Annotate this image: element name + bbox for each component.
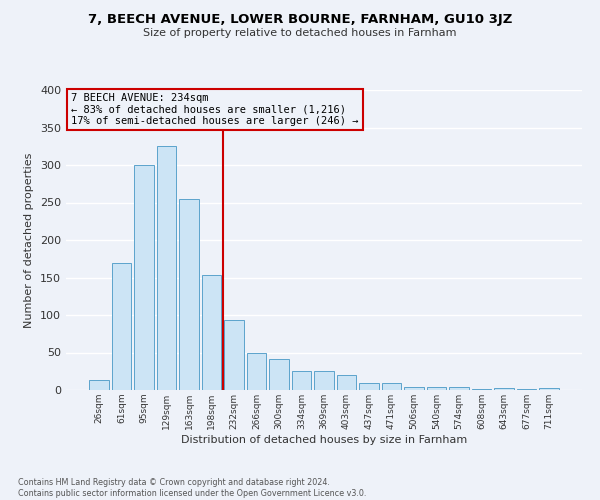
Bar [314, 371, 334, 390]
Bar [269, 358, 289, 390]
Text: 7, BEECH AVENUE, LOWER BOURNE, FARNHAM, GU10 3JZ: 7, BEECH AVENUE, LOWER BOURNE, FARNHAM, … [88, 12, 512, 26]
Bar [134, 165, 154, 390]
Text: Contains HM Land Registry data © Crown copyright and database right 2024.
Contai: Contains HM Land Registry data © Crown c… [18, 478, 367, 498]
Bar [292, 370, 311, 390]
Bar [89, 380, 109, 390]
Bar [494, 388, 514, 390]
Y-axis label: Number of detached properties: Number of detached properties [25, 152, 34, 328]
Bar [517, 388, 536, 390]
X-axis label: Distribution of detached houses by size in Farnham: Distribution of detached houses by size … [181, 434, 467, 444]
Bar [472, 388, 491, 390]
Bar [157, 146, 176, 390]
Bar [404, 387, 424, 390]
Text: Size of property relative to detached houses in Farnham: Size of property relative to detached ho… [143, 28, 457, 38]
Bar [247, 353, 266, 390]
Bar [202, 275, 221, 390]
Bar [112, 262, 131, 390]
Bar [359, 382, 379, 390]
Bar [337, 375, 356, 390]
Text: 7 BEECH AVENUE: 234sqm
← 83% of detached houses are smaller (1,216)
17% of semi-: 7 BEECH AVENUE: 234sqm ← 83% of detached… [71, 93, 359, 126]
Bar [224, 320, 244, 390]
Bar [427, 387, 446, 390]
Bar [539, 388, 559, 390]
Bar [382, 382, 401, 390]
Bar [179, 198, 199, 390]
Bar [449, 387, 469, 390]
